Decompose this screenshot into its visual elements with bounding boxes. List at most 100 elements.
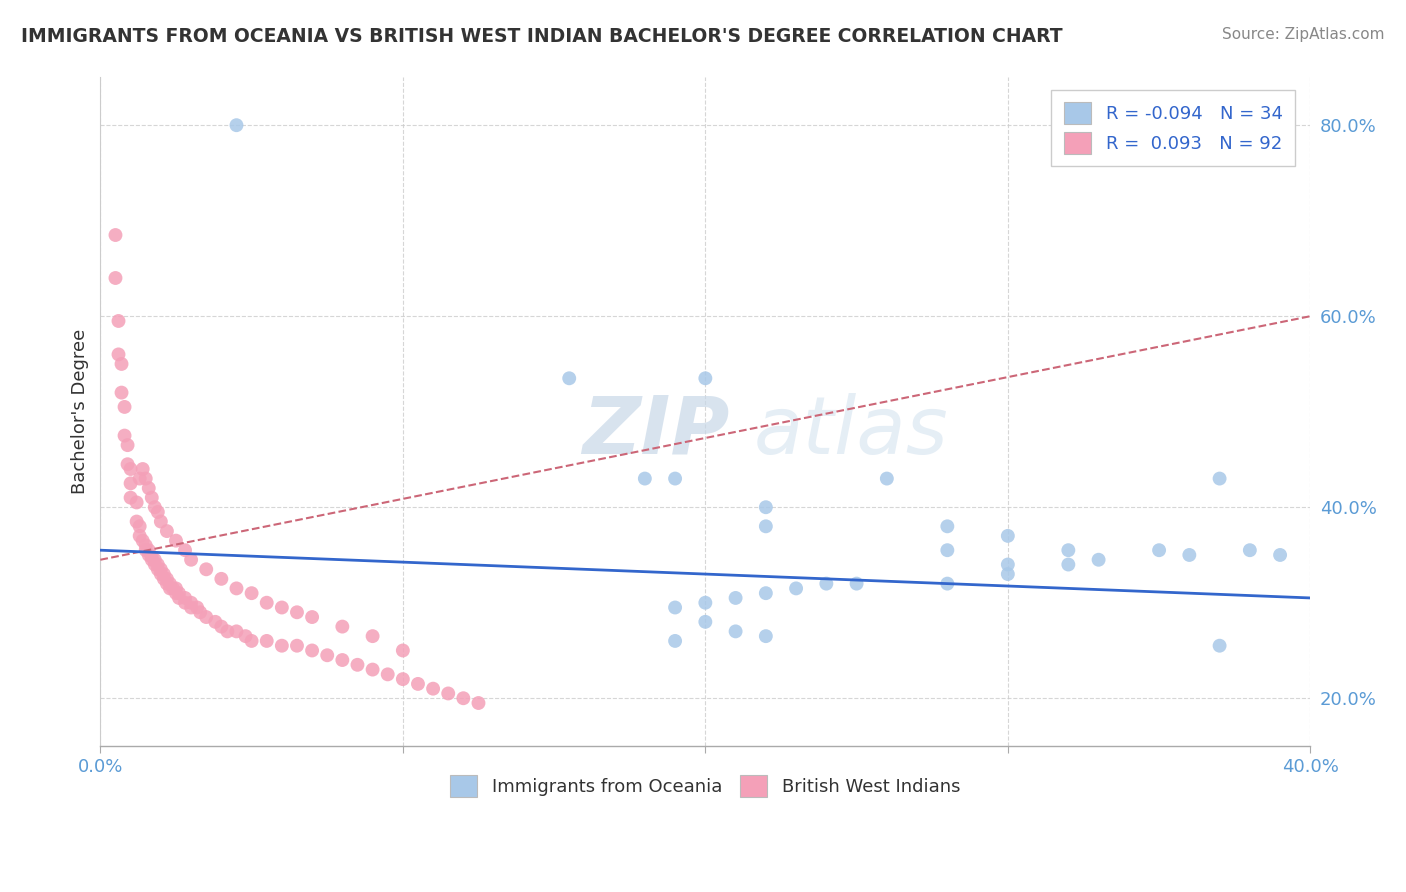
Point [186, 600, 208, 615]
Point [876, 472, 898, 486]
Point [361, 663, 384, 677]
Point [117, 438, 139, 452]
Point [785, 582, 807, 596]
Point [695, 371, 717, 385]
Point [755, 629, 778, 643]
Point [188, 605, 211, 619]
Point [146, 562, 169, 576]
Point [392, 643, 415, 657]
Point [128, 529, 150, 543]
Point [135, 538, 157, 552]
Point [104, 227, 127, 242]
Point [316, 648, 339, 663]
Point [997, 529, 1019, 543]
Point [1268, 548, 1291, 562]
Point [153, 572, 176, 586]
Point [664, 472, 686, 486]
Point [936, 576, 959, 591]
Point [146, 558, 169, 572]
Point [110, 385, 132, 400]
Point [664, 634, 686, 648]
Point [156, 572, 179, 586]
Point [634, 472, 657, 486]
Point [240, 586, 263, 600]
Point [107, 314, 129, 328]
Point [225, 118, 247, 132]
Point [167, 591, 190, 605]
Point [135, 472, 157, 486]
Point [256, 634, 278, 648]
Point [1239, 543, 1261, 558]
Point [149, 562, 172, 576]
Point [330, 653, 353, 667]
Point [997, 567, 1019, 582]
Point [285, 605, 308, 619]
Point [1087, 553, 1109, 567]
Point [180, 600, 202, 615]
Point [755, 500, 778, 515]
Point [936, 543, 959, 558]
Point [165, 533, 187, 548]
Point [936, 519, 959, 533]
Point [346, 657, 368, 672]
Point [104, 271, 127, 285]
Point [107, 347, 129, 361]
Point [135, 543, 157, 558]
Point [724, 591, 747, 605]
Text: Source: ZipAtlas.com: Source: ZipAtlas.com [1222, 27, 1385, 42]
Point [180, 596, 202, 610]
Point [225, 582, 247, 596]
Point [815, 576, 838, 591]
Point [695, 615, 717, 629]
Point [437, 686, 460, 700]
Point [138, 481, 160, 495]
Point [114, 400, 136, 414]
Point [110, 357, 132, 371]
Point [156, 524, 179, 538]
Point [117, 457, 139, 471]
Point [120, 491, 142, 505]
Point [270, 600, 292, 615]
Point [156, 576, 179, 591]
Point [165, 586, 187, 600]
Point [240, 634, 263, 648]
Point [131, 462, 153, 476]
Point [174, 596, 197, 610]
Point [167, 586, 190, 600]
Point [270, 639, 292, 653]
Point [120, 462, 142, 476]
Point [195, 562, 218, 576]
Point [235, 629, 257, 643]
Text: ZIP: ZIP [582, 392, 730, 471]
Legend: Immigrants from Oceania, British West Indians: Immigrants from Oceania, British West In… [443, 767, 967, 804]
Point [695, 596, 717, 610]
Point [141, 491, 163, 505]
Point [209, 572, 232, 586]
Point [180, 553, 202, 567]
Point [845, 576, 868, 591]
Point [141, 549, 163, 564]
Point [143, 500, 166, 515]
Point [377, 667, 399, 681]
Text: IMMIGRANTS FROM OCEANIA VS BRITISH WEST INDIAN BACHELOR'S DEGREE CORRELATION CHA: IMMIGRANTS FROM OCEANIA VS BRITISH WEST … [21, 27, 1063, 45]
Point [755, 586, 778, 600]
Point [165, 582, 187, 596]
Point [195, 610, 218, 624]
Point [217, 624, 239, 639]
Point [285, 639, 308, 653]
Point [138, 548, 160, 562]
Point [406, 677, 429, 691]
Point [162, 582, 184, 596]
Point [1208, 639, 1230, 653]
Point [1147, 543, 1170, 558]
Point [125, 495, 148, 509]
Point [755, 519, 778, 533]
Point [141, 553, 163, 567]
Point [159, 576, 181, 591]
Point [138, 543, 160, 558]
Point [114, 428, 136, 442]
Point [664, 600, 686, 615]
Point [128, 472, 150, 486]
Point [174, 591, 197, 605]
Text: atlas: atlas [754, 392, 949, 471]
